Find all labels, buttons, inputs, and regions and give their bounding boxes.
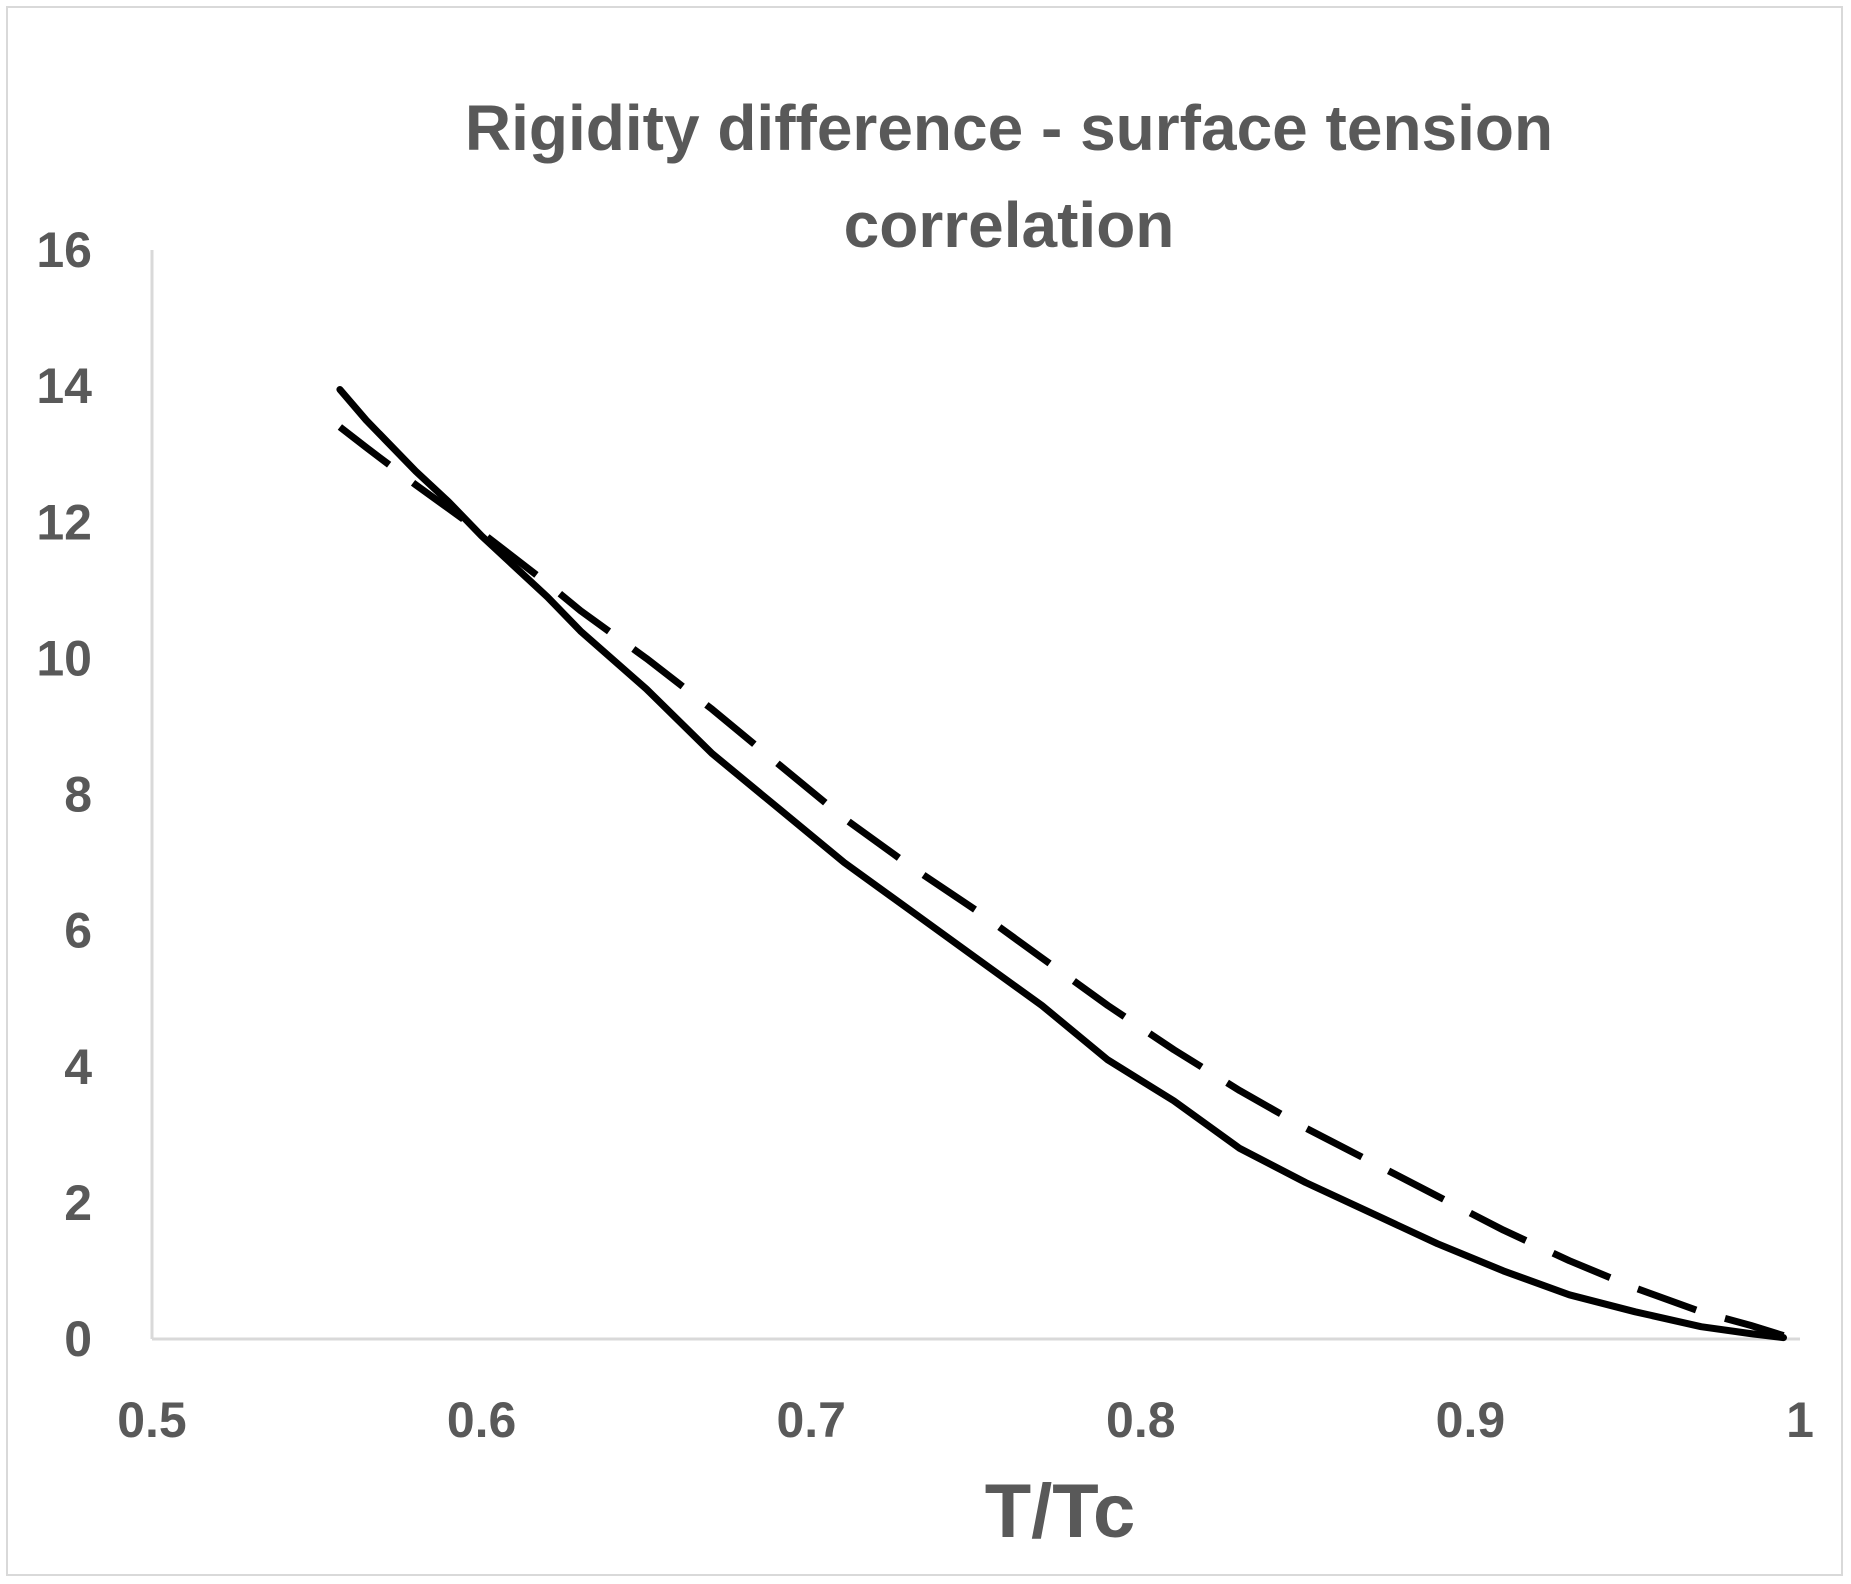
series-line-solid <box>336 386 1787 1342</box>
x-tick-label: 1 <box>1786 1392 1814 1448</box>
chart-frame <box>6 6 1843 1576</box>
y-tick-label: 8 <box>64 767 92 823</box>
series-line-dashed <box>337 424 1785 1339</box>
y-tick-label: 4 <box>64 1039 92 1095</box>
axes-group <box>150 250 1800 1341</box>
y-tick-labels: 0 2 4 6 8 10 12 14 16 <box>36 222 92 1367</box>
chart-title-line-2: correlation <box>844 189 1175 261</box>
y-tick-label: 2 <box>64 1175 92 1231</box>
y-tick-label: 16 <box>36 222 92 278</box>
x-tick-labels: 0.5 0.6 0.7 0.8 0.9 1 <box>117 1392 1814 1448</box>
y-tick-label: 6 <box>64 903 92 959</box>
chart-title-line-1: Rigidity difference - surface tension <box>465 92 1553 164</box>
y-tick-label: 12 <box>36 494 92 550</box>
x-tick-label: 0.8 <box>1106 1392 1176 1448</box>
y-tick-label: 10 <box>36 630 92 686</box>
x-tick-label: 0.6 <box>447 1392 517 1448</box>
x-axis-title: T/Tc <box>985 1469 1136 1554</box>
y-tick-label: 0 <box>64 1311 92 1367</box>
series-group <box>336 386 1787 1342</box>
x-tick-label: 0.5 <box>117 1392 187 1448</box>
y-tick-label: 14 <box>36 358 92 414</box>
x-tick-label: 0.9 <box>1436 1392 1506 1448</box>
x-tick-label: 0.7 <box>776 1392 846 1448</box>
